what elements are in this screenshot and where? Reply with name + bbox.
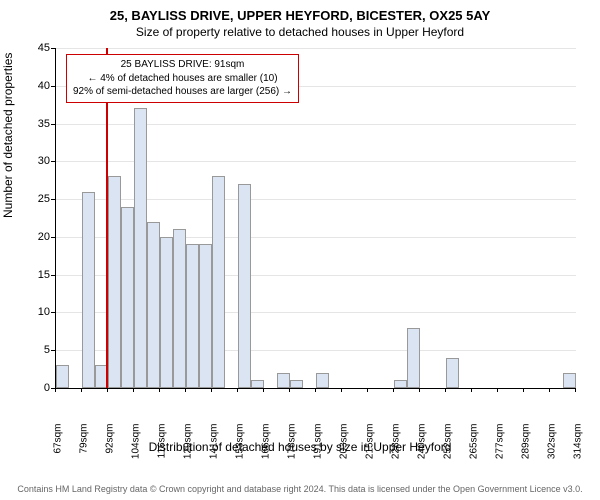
annotation-line-2: ← 4% of detached houses are smaller (10) — [73, 72, 292, 86]
x-tick-mark — [575, 388, 576, 392]
y-tick-label: 5 — [20, 344, 50, 356]
histogram-bar — [238, 184, 251, 388]
x-tick-mark — [107, 388, 108, 392]
y-tick-label: 30 — [20, 155, 50, 167]
x-tick-label: 104sqm — [131, 424, 142, 474]
x-tick-mark — [549, 388, 550, 392]
y-tick-mark — [51, 124, 55, 125]
histogram-bar — [134, 108, 147, 388]
x-tick-mark — [263, 388, 264, 392]
histogram-bar — [407, 328, 420, 388]
x-tick-label: 116sqm — [157, 424, 168, 474]
x-tick-mark — [341, 388, 342, 392]
x-tick-label: 153sqm — [235, 424, 246, 474]
x-tick-mark — [55, 388, 56, 392]
footer-note: Contains HM Land Registry data © Crown c… — [0, 484, 600, 494]
x-tick-mark — [419, 388, 420, 392]
x-tick-label: 67sqm — [53, 424, 64, 474]
histogram-bar — [199, 244, 212, 388]
x-tick-label: 141sqm — [209, 424, 220, 474]
x-axis-label: Distribution of detached houses by size … — [0, 440, 600, 454]
histogram-bar — [290, 380, 303, 388]
x-tick-label: 191sqm — [313, 424, 324, 474]
histogram-bar — [446, 358, 459, 388]
y-tick-label: 40 — [20, 80, 50, 92]
y-tick-mark — [51, 161, 55, 162]
x-tick-label: 203sqm — [339, 424, 350, 474]
x-tick-mark — [393, 388, 394, 392]
y-tick-mark — [51, 237, 55, 238]
x-tick-mark — [497, 388, 498, 392]
x-tick-label: 215sqm — [365, 424, 376, 474]
x-tick-mark — [523, 388, 524, 392]
x-tick-mark — [81, 388, 82, 392]
histogram-bar — [147, 222, 160, 388]
y-tick-mark — [51, 86, 55, 87]
plot-area: 25 BAYLISS DRIVE: 91sqm ← 4% of detached… — [55, 48, 576, 389]
histogram-bar — [108, 176, 121, 388]
x-tick-label: 289sqm — [521, 424, 532, 474]
chart-title-main: 25, BAYLISS DRIVE, UPPER HEYFORD, BICEST… — [0, 0, 600, 23]
y-tick-mark — [51, 48, 55, 49]
x-tick-label: 302sqm — [547, 424, 558, 474]
chart-container: 25, BAYLISS DRIVE, UPPER HEYFORD, BICEST… — [0, 0, 600, 500]
histogram-bar — [212, 176, 225, 388]
x-tick-mark — [133, 388, 134, 392]
y-tick-label: 20 — [20, 231, 50, 243]
x-tick-mark — [471, 388, 472, 392]
histogram-bar — [173, 229, 186, 388]
x-tick-mark — [315, 388, 316, 392]
x-tick-mark — [445, 388, 446, 392]
histogram-bar — [56, 365, 69, 388]
annotation-line-3: 92% of semi-detached houses are larger (… — [73, 85, 292, 99]
histogram-bar — [251, 380, 264, 388]
y-axis-label: Number of detached properties — [1, 53, 15, 218]
histogram-bar — [394, 380, 407, 388]
histogram-bar — [121, 207, 134, 388]
x-tick-label: 178sqm — [287, 424, 298, 474]
x-tick-mark — [289, 388, 290, 392]
x-tick-label: 129sqm — [183, 424, 194, 474]
x-tick-label: 252sqm — [443, 424, 454, 474]
x-tick-label: 277sqm — [495, 424, 506, 474]
histogram-bar — [316, 373, 329, 388]
histogram-bar — [160, 237, 173, 388]
x-tick-label: 166sqm — [261, 424, 272, 474]
y-tick-mark — [51, 350, 55, 351]
x-tick-label: 228sqm — [391, 424, 402, 474]
x-tick-label: 79sqm — [79, 424, 90, 474]
y-tick-label: 0 — [20, 382, 50, 394]
y-tick-label: 15 — [20, 269, 50, 281]
histogram-bar — [277, 373, 290, 388]
x-tick-mark — [185, 388, 186, 392]
annotation-box: 25 BAYLISS DRIVE: 91sqm ← 4% of detached… — [66, 54, 299, 103]
y-tick-mark — [51, 312, 55, 313]
x-tick-label: 92sqm — [105, 424, 116, 474]
x-tick-mark — [237, 388, 238, 392]
chart-title-sub: Size of property relative to detached ho… — [0, 23, 600, 39]
gridline — [56, 48, 576, 49]
y-tick-mark — [51, 199, 55, 200]
annotation-line-1: 25 BAYLISS DRIVE: 91sqm — [73, 58, 292, 72]
y-tick-label: 25 — [20, 193, 50, 205]
histogram-bar — [82, 192, 95, 388]
y-tick-mark — [51, 275, 55, 276]
y-tick-label: 35 — [20, 118, 50, 130]
x-tick-label: 314sqm — [573, 424, 584, 474]
histogram-bar — [563, 373, 576, 388]
y-tick-label: 10 — [20, 306, 50, 318]
x-tick-label: 240sqm — [417, 424, 428, 474]
x-tick-label: 265sqm — [469, 424, 480, 474]
x-tick-mark — [211, 388, 212, 392]
y-tick-label: 45 — [20, 42, 50, 54]
x-tick-mark — [367, 388, 368, 392]
histogram-bar — [186, 244, 199, 388]
x-tick-mark — [159, 388, 160, 392]
